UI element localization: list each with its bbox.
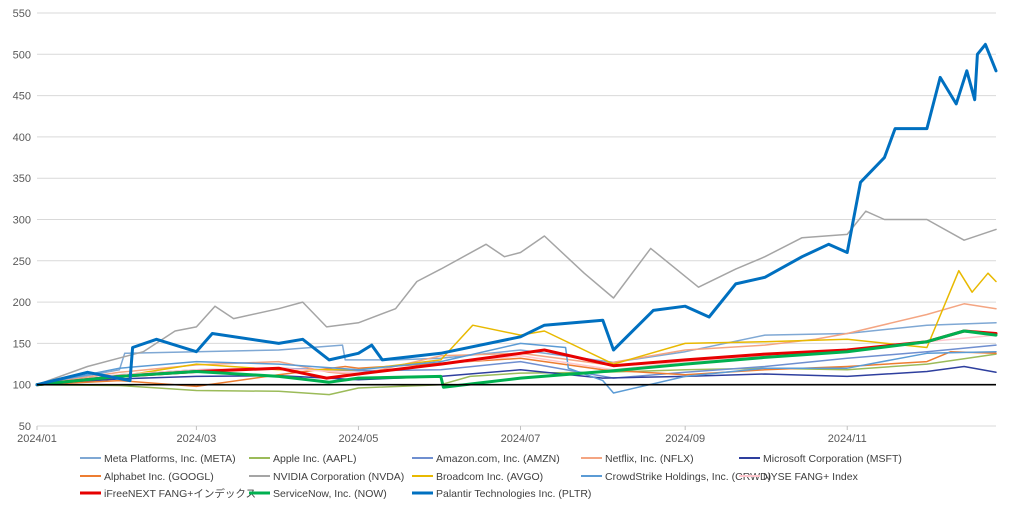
x-tick-label: 2024/09 <box>665 433 705 445</box>
x-tick-label: 2024/05 <box>339 433 379 445</box>
x-tick-label: 2024/01 <box>17 433 57 445</box>
legend-label-7: Broadcom Inc. (AVGO) <box>436 471 543 483</box>
legend-label-6: NVIDIA Corporation (NVDA) <box>273 471 404 483</box>
series-line-11 <box>35 329 998 389</box>
series-line-8 <box>36 342 997 394</box>
y-tick-label: 550 <box>13 8 31 20</box>
legend-label-2: Amazon.com, Inc. (AMZN) <box>436 453 560 465</box>
y-tick-label: 300 <box>13 215 31 227</box>
y-tick-label: 400 <box>13 132 31 144</box>
x-axis: 2024/01 2024/03 2024/05 2024/07 2024/09 2024/… <box>17 425 996 445</box>
y-tick-label: 200 <box>13 297 31 309</box>
legend-label-12: Palantir Technologies Inc. (PLTR) <box>436 488 591 500</box>
y-tick-label: 350 <box>13 173 31 185</box>
legend: Meta Platforms, Inc. (META) Apple Inc. (A… <box>80 453 902 500</box>
legend-label-5: Alphabet Inc. (GOOGL) <box>104 471 214 483</box>
legend-label-0: Meta Platforms, Inc. (META) <box>104 453 236 465</box>
legend-label-8: CrowdStrike Holdings, Inc. (CRWD) <box>605 471 771 483</box>
series-line-1 <box>36 353 997 396</box>
legend-label-1: Apple Inc. (AAPL) <box>273 453 356 465</box>
y-tick-label: 450 <box>13 91 31 103</box>
x-tick-label: 2024/03 <box>177 433 217 445</box>
legend-label-9: NYSE FANG+ Index <box>763 471 859 483</box>
series-lines <box>35 42 998 396</box>
series-line-6 <box>36 210 997 386</box>
legend-label-11: ServiceNow, Inc. (NOW) <box>273 488 387 500</box>
legend-label-10: iFreeNEXT FANG+インデックス <box>104 487 256 500</box>
series-line-12 <box>35 42 998 387</box>
y-tick-label: 50 <box>19 421 31 433</box>
x-tick-label: 2024/07 <box>501 433 541 445</box>
y-tick-label: 250 <box>13 256 31 268</box>
series-line-5 <box>36 350 997 388</box>
legend-label-4: Microsoft Corporation (MSFT) <box>763 453 902 465</box>
legend-label-3: Netflix, Inc. (NFLX) <box>605 453 694 465</box>
y-tick-label: 100 <box>13 380 31 392</box>
y-tick-label: 150 <box>13 338 31 350</box>
x-tick-label: 2024/11 <box>828 433 867 445</box>
y-tick-label: 500 <box>13 49 31 61</box>
y-axis: 50 100 150 200 250 300 350 400 450 500 550 <box>13 8 31 433</box>
